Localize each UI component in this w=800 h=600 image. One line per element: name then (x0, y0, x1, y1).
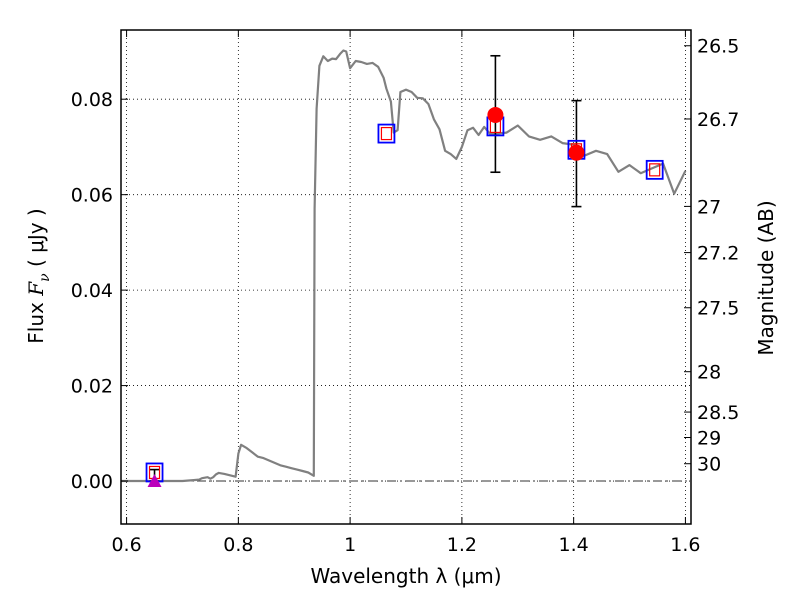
x-tick-label: 0.8 (223, 534, 253, 556)
model-photometry-square-inner (649, 163, 661, 177)
y-tick-label: 0.02 (71, 376, 113, 398)
y2-tick-label: 26.5 (697, 36, 739, 58)
y2-tick-label: 28.5 (697, 402, 739, 424)
y2-tick-label: 26.7 (697, 109, 739, 131)
observed-photometry-point (568, 144, 585, 161)
x-axis-label: Wavelength λ (μm) (310, 564, 501, 588)
y-tick-label: 0.00 (71, 471, 113, 493)
model-spectrum-series (121, 49, 687, 483)
y-axis-label-unit: ( μJy ) (24, 208, 48, 273)
y-tick-label: 0.06 (71, 185, 113, 207)
y-axis-label-prefix: Flux (24, 296, 48, 344)
y2-tick-label: 27 (697, 196, 721, 218)
model-photometry-square (377, 123, 396, 144)
photometry-markers (145, 106, 664, 488)
observed-photometry-point (487, 106, 504, 123)
y-axis-label-subscript: ν (37, 273, 53, 282)
model-photometry-square (645, 159, 664, 180)
y-tick-label: 0.04 (71, 280, 113, 302)
y-axis-label-symbol: F (24, 281, 48, 297)
x-tick-label: 0.6 (111, 534, 141, 556)
y2-tick-label: 27.2 (697, 243, 739, 265)
y2-tick-label: 28 (697, 362, 721, 384)
x-tick-label: 1.4 (559, 534, 589, 556)
y-tick-label: 0.08 (71, 89, 113, 111)
x-tick-label: 1.2 (447, 534, 477, 556)
upper-limit-triangle (147, 474, 162, 488)
spectrum-line (121, 49, 687, 483)
x-tick-label: 1.6 (670, 534, 700, 556)
y2-tick-label: 30 (697, 454, 721, 476)
y2-axis-label: Magnitude (AB) (754, 200, 778, 355)
y-axis-label: Flux Fν ( μJy ) (24, 208, 53, 343)
model-photometry-square-inner (380, 126, 393, 141)
plot-area-frame (120, 29, 692, 525)
x-tick-label: 1 (344, 534, 356, 556)
axis-ticks: 0.6 0.8 1 1.2 1.4 1.6 0.00 0.02 0.04 0.06 0.08 26.5… (71, 30, 739, 556)
y2-tick-label: 27.5 (697, 298, 739, 320)
y2-tick-label: 29 (697, 428, 721, 450)
